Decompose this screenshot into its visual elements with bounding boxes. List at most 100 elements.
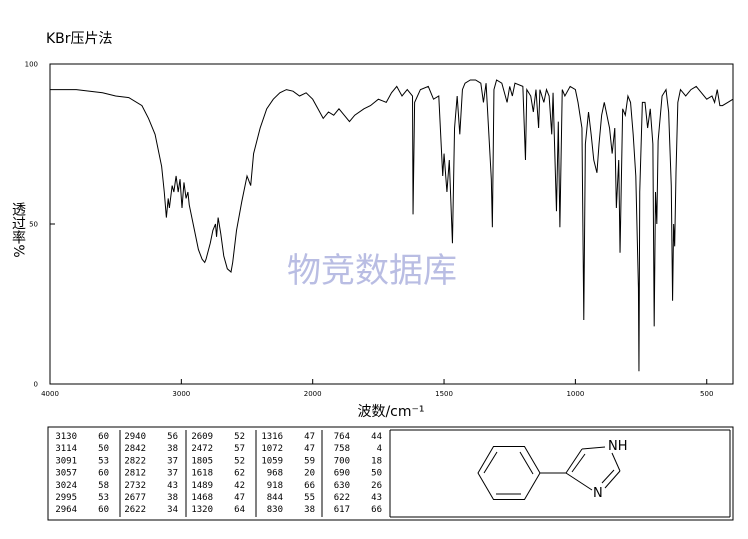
x-tick-label: 2000 (304, 390, 322, 398)
table-dividers (119, 429, 731, 518)
peak-wavenumber: 2609 (191, 432, 213, 442)
x-tick-label: 4000 (41, 390, 59, 398)
peak-wavenumber: 2964 (55, 505, 77, 515)
peak-wavenumber: 2812 (124, 469, 146, 479)
peak-wavenumber: 758 (334, 444, 350, 454)
peak-wavenumber: 844 (267, 493, 283, 503)
peak-transmittance: 38 (304, 505, 315, 515)
structure (477, 446, 621, 500)
peak-transmittance: 50 (98, 444, 109, 454)
peak-transmittance: 20 (304, 469, 315, 479)
peak-transmittance: 42 (234, 481, 245, 491)
peak-transmittance: 26 (371, 481, 382, 491)
peak-transmittance: 66 (371, 505, 382, 515)
peak-wavenumber: 918 (267, 481, 283, 491)
peak-wavenumber: 1489 (191, 481, 213, 491)
bond (604, 470, 621, 489)
peak-transmittance: 64 (234, 505, 245, 515)
peak-transmittance: 18 (371, 456, 382, 466)
atom-label: N (593, 486, 603, 501)
peak-transmittance: 52 (234, 456, 245, 466)
spectrum-line (50, 79, 734, 372)
peak-transmittance: 55 (304, 493, 315, 503)
peak-wavenumber: 2995 (55, 493, 77, 503)
peak-wavenumber: 2732 (124, 481, 146, 491)
peak-transmittance: 53 (98, 493, 109, 503)
x-axis-label: 波数/cm⁻¹ (357, 404, 424, 420)
peak-transmittance: 44 (371, 432, 382, 442)
y-axis-label: 透过率% (10, 202, 26, 257)
peak-wavenumber: 2842 (124, 444, 146, 454)
watermark: 物竞数据库 (287, 251, 457, 291)
peak-wavenumber: 622 (334, 493, 350, 503)
peak-wavenumber: 617 (334, 505, 350, 515)
plot-frame (49, 63, 734, 385)
peak-transmittance: 38 (167, 444, 178, 454)
peak-wavenumber: 3024 (55, 481, 77, 491)
peak-transmittance: 60 (98, 432, 109, 442)
peak-wavenumber: 830 (267, 505, 283, 515)
peak-wavenumber: 700 (334, 456, 350, 466)
x-tick-label: 3000 (172, 390, 190, 398)
bond (601, 469, 615, 484)
peak-wavenumber: 3057 (55, 469, 77, 479)
peak-wavenumber: 3114 (55, 444, 77, 454)
bond (483, 451, 498, 474)
peak-wavenumber: 2822 (124, 456, 146, 466)
peak-transmittance: 53 (98, 456, 109, 466)
peak-transmittance: 56 (167, 432, 178, 442)
peak-transmittance: 57 (234, 444, 245, 454)
peak-transmittance: 59 (304, 456, 315, 466)
peak-wavenumber: 3130 (55, 432, 77, 442)
peak-transmittance: 60 (98, 505, 109, 515)
x-tick-label: 1500 (435, 390, 453, 398)
peak-transmittance: 66 (304, 481, 315, 491)
bond (611, 452, 621, 472)
peak-transmittance: 47 (234, 493, 245, 503)
y-tick-label: 0 (34, 381, 38, 389)
peak-wavenumber: 1072 (261, 444, 283, 454)
bond (571, 453, 586, 473)
peak-wavenumber: 3091 (55, 456, 77, 466)
bond (581, 446, 606, 450)
peak-transmittance: 4 (377, 444, 382, 454)
x-tick-label: 500 (700, 390, 713, 398)
peak-transmittance: 52 (234, 432, 245, 442)
peak-transmittance: 47 (304, 444, 315, 454)
peak-wavenumber: 1320 (191, 505, 213, 515)
benzene-ring (477, 446, 541, 500)
peak-transmittance: 34 (167, 505, 178, 515)
bond (565, 472, 593, 491)
peak-wavenumber: 968 (267, 469, 283, 479)
peak-transmittance: 37 (167, 456, 178, 466)
y-tick-label: 100 (25, 61, 38, 69)
chart-title: KBr压片法 (46, 31, 113, 47)
peak-wavenumber: 630 (334, 481, 350, 491)
peak-wavenumber: 2472 (191, 444, 213, 454)
peak-wavenumber: 1805 (191, 456, 213, 466)
peak-wavenumber: 1468 (191, 493, 213, 503)
peak-transmittance: 47 (304, 432, 315, 442)
peak-wavenumber: 764 (334, 432, 350, 442)
peak-wavenumber: 1059 (261, 456, 283, 466)
bond (565, 448, 583, 474)
atom-label: NH (608, 439, 628, 454)
peak-transmittance: 58 (98, 481, 109, 491)
peak-transmittance: 37 (167, 469, 178, 479)
x-tick-label: 1000 (566, 390, 584, 398)
peak-wavenumber: 1316 (261, 432, 283, 442)
peak-transmittance: 43 (167, 481, 178, 491)
peak-transmittance: 62 (234, 469, 245, 479)
bond (519, 451, 534, 475)
peak-wavenumber: 1618 (191, 469, 213, 479)
table-frame (47, 426, 734, 521)
peak-wavenumber: 690 (334, 469, 350, 479)
peak-wavenumber: 2940 (124, 432, 146, 442)
peak-wavenumber: 2677 (124, 493, 146, 503)
peak-transmittance: 38 (167, 493, 178, 503)
y-tick-label: 50 (29, 221, 38, 229)
peak-transmittance: 60 (98, 469, 109, 479)
peak-wavenumber: 2622 (124, 505, 146, 515)
